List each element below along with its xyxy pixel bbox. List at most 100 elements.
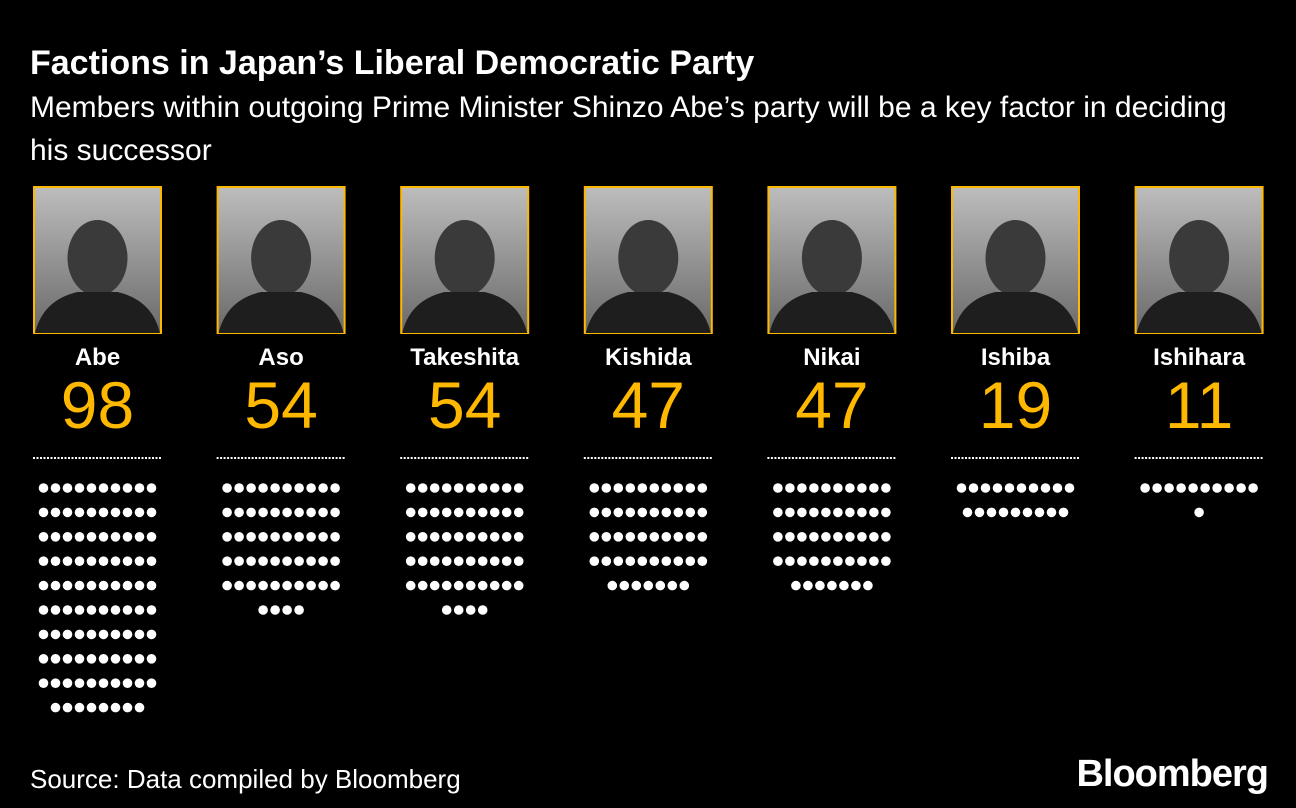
dot	[857, 532, 867, 542]
dot	[417, 532, 428, 542]
dot	[1004, 483, 1015, 493]
dot	[477, 605, 488, 615]
portrait	[583, 186, 713, 334]
dot	[441, 605, 452, 615]
dot	[845, 483, 855, 493]
dot	[429, 580, 440, 591]
dot	[86, 483, 97, 493]
dot	[601, 507, 612, 518]
dot	[86, 678, 97, 688]
dot	[50, 507, 61, 518]
dot	[785, 483, 795, 493]
dot	[62, 678, 73, 688]
dot	[489, 556, 500, 566]
dot	[74, 654, 85, 664]
dot	[869, 532, 879, 542]
dot	[74, 702, 85, 713]
dot	[429, 483, 440, 493]
portrait	[1134, 186, 1264, 334]
dot	[62, 605, 73, 615]
dot	[86, 605, 97, 615]
dot	[282, 580, 292, 591]
dot	[74, 629, 85, 640]
dot	[661, 483, 672, 493]
dot	[613, 556, 624, 566]
dot	[501, 556, 512, 566]
shoulders	[953, 292, 1078, 333]
dot	[465, 532, 476, 542]
unit-dots	[589, 483, 708, 591]
dot	[845, 532, 855, 542]
dot	[417, 556, 428, 566]
dot	[222, 483, 232, 493]
dot	[122, 556, 133, 566]
dot	[50, 483, 61, 493]
dot	[501, 580, 512, 591]
unit-dots	[1140, 483, 1258, 518]
dot	[38, 556, 49, 566]
dot	[234, 483, 244, 493]
dot	[62, 507, 73, 518]
value-label: 47	[612, 368, 685, 442]
dot	[809, 532, 819, 542]
dot	[62, 483, 73, 493]
dot	[38, 605, 49, 615]
dot	[234, 532, 244, 542]
dot	[1058, 507, 1069, 518]
portrait	[400, 186, 530, 334]
dot	[146, 483, 157, 493]
dot	[50, 702, 61, 713]
head	[1169, 220, 1230, 296]
dot	[631, 580, 642, 591]
dot	[661, 507, 672, 518]
dot	[661, 532, 672, 542]
dot	[122, 629, 133, 640]
dot	[625, 556, 636, 566]
dot	[833, 483, 843, 493]
dot	[797, 483, 807, 493]
dot	[992, 483, 1003, 493]
dot	[453, 507, 464, 518]
head	[801, 220, 862, 296]
dot	[956, 483, 967, 493]
dot	[38, 507, 49, 518]
dot	[222, 556, 232, 566]
dot	[270, 556, 280, 566]
dot	[50, 556, 61, 566]
dot	[134, 629, 145, 640]
dot	[477, 532, 488, 542]
portrait	[767, 186, 897, 334]
dot	[282, 605, 292, 615]
dot	[74, 605, 85, 615]
dot	[685, 507, 696, 518]
value-label: 47	[795, 368, 868, 442]
dot	[98, 629, 109, 640]
dot	[655, 580, 666, 591]
dot	[453, 580, 464, 591]
dot	[86, 654, 97, 664]
dot	[98, 556, 109, 566]
dot	[833, 556, 843, 566]
dot	[625, 483, 636, 493]
category-label: Abe	[75, 344, 120, 371]
dot	[330, 483, 340, 493]
dot	[465, 556, 476, 566]
dot	[38, 580, 49, 591]
dot	[465, 580, 476, 591]
dot	[477, 483, 488, 493]
dot	[637, 556, 648, 566]
dot	[429, 507, 440, 518]
dot	[501, 532, 512, 542]
dot	[110, 483, 121, 493]
dot	[86, 580, 97, 591]
dot	[968, 483, 979, 493]
dot	[962, 507, 973, 518]
dot	[74, 678, 85, 688]
dot	[809, 507, 819, 518]
dot	[827, 580, 837, 591]
dot	[869, 507, 879, 518]
dot	[74, 507, 85, 518]
dot	[489, 507, 500, 518]
value-label: 19	[979, 368, 1052, 442]
dot	[74, 556, 85, 566]
